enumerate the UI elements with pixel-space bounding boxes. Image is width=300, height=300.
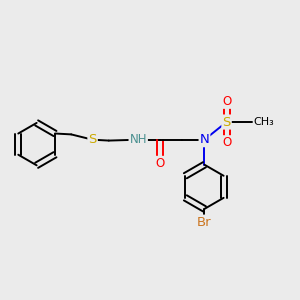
Text: Br: Br bbox=[197, 216, 212, 229]
Text: S: S bbox=[222, 116, 231, 128]
Text: O: O bbox=[222, 136, 231, 149]
Text: N: N bbox=[200, 133, 209, 146]
Text: NH: NH bbox=[130, 133, 147, 146]
Text: O: O bbox=[222, 95, 231, 108]
Text: S: S bbox=[88, 133, 97, 146]
Text: CH₃: CH₃ bbox=[253, 117, 274, 127]
Text: O: O bbox=[156, 157, 165, 170]
